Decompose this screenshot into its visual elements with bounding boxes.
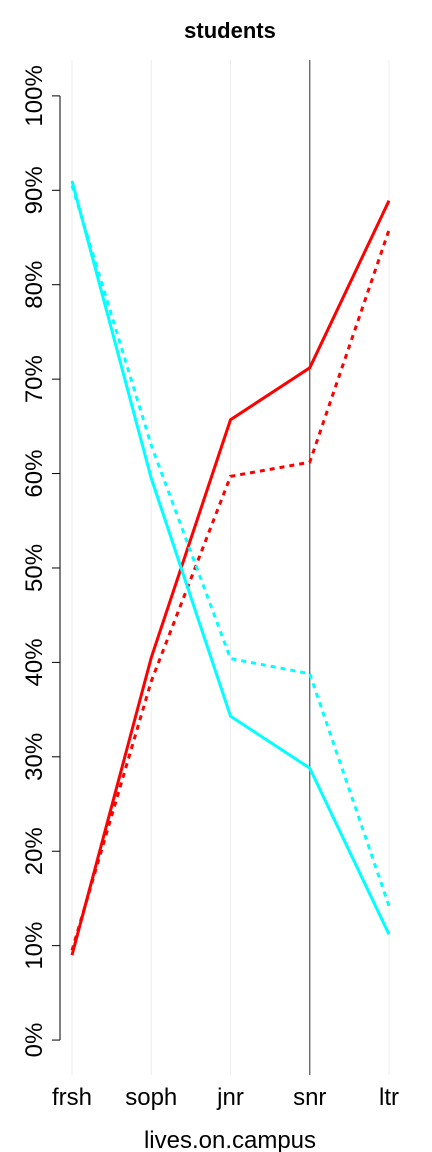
chart-title: students — [184, 18, 276, 43]
x-tick-label: ltr — [379, 1084, 399, 1111]
y-tick-label: 80% — [21, 261, 48, 309]
y-tick-label: 10% — [21, 922, 48, 970]
y-tick-label: 100% — [21, 65, 48, 126]
y-tick-label: 90% — [21, 166, 48, 214]
x-tick-label: frsh — [52, 1084, 92, 1111]
y-tick-label: 40% — [21, 638, 48, 686]
x-tick-label: jnr — [216, 1084, 244, 1111]
y-tick-label: 0% — [21, 1023, 48, 1058]
y-tick-label: 70% — [21, 355, 48, 403]
x-tick-label: snr — [293, 1084, 326, 1111]
series-line — [70, 229, 391, 951]
x-tick-label: soph — [125, 1084, 177, 1111]
y-tick-label: 60% — [21, 450, 48, 498]
y-tick-label: 20% — [21, 827, 48, 875]
series-line — [70, 180, 391, 935]
series-line — [70, 200, 391, 956]
y-tick-label: 30% — [21, 733, 48, 781]
series-line — [70, 185, 391, 907]
x-axis-label: lives.on.campus — [144, 1127, 316, 1152]
y-tick-label: 50% — [21, 544, 48, 592]
